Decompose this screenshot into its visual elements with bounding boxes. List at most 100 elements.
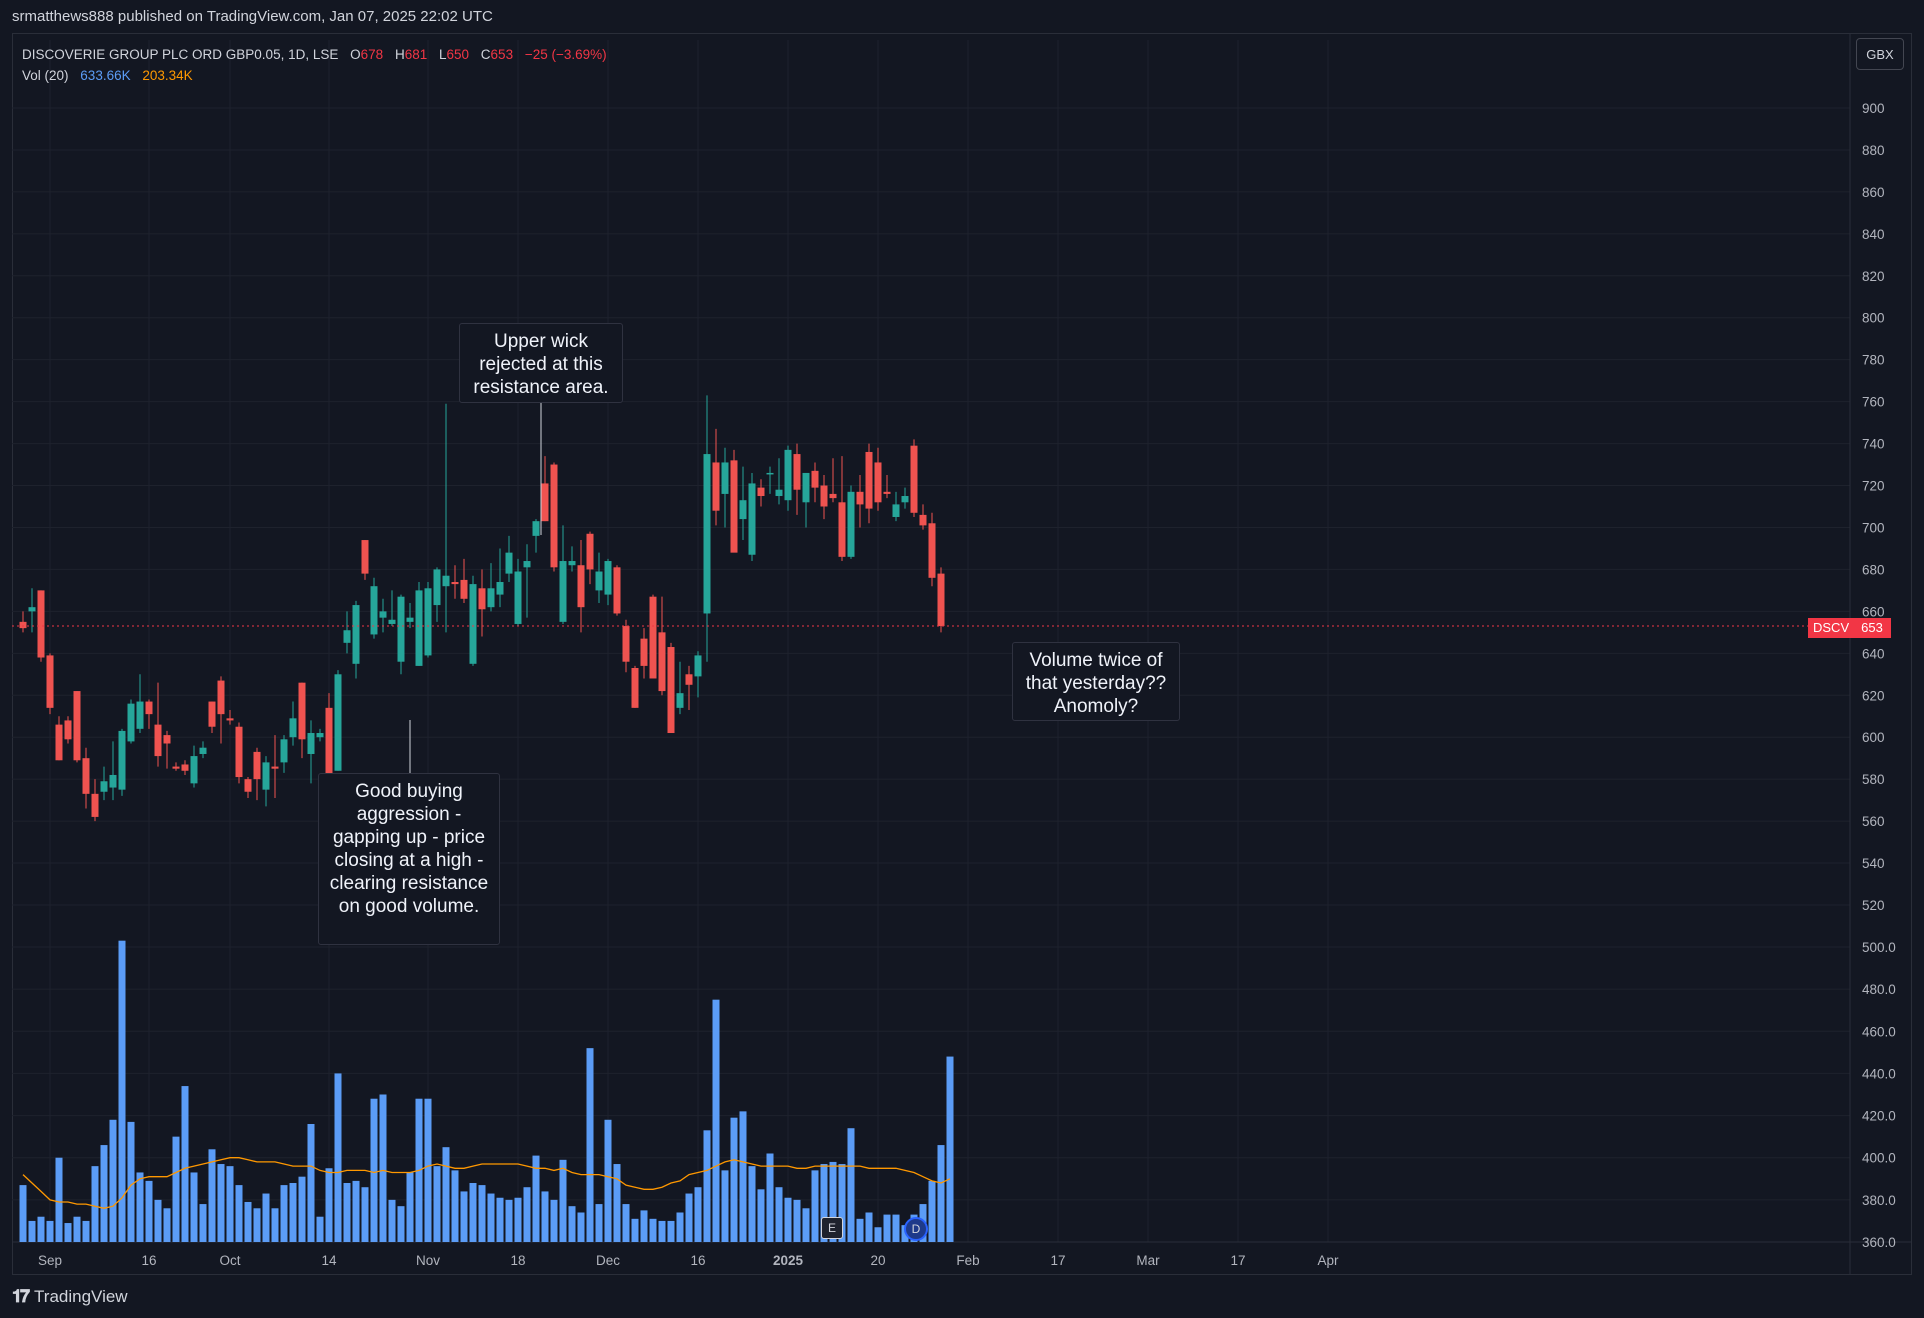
- time-tick-label: 14: [321, 1253, 337, 1268]
- volume-bar: [505, 1199, 513, 1242]
- volume-bar: [478, 1185, 486, 1242]
- price-tick-label: 800: [1862, 311, 1885, 326]
- volume-bar: [370, 1098, 378, 1242]
- volume-bar: [793, 1199, 801, 1242]
- candle-up: [604, 561, 612, 595]
- price-tick-label: 860: [1862, 185, 1885, 200]
- candle-up: [370, 586, 378, 635]
- volume-indicator-label[interactable]: Vol (20): [22, 68, 69, 83]
- volume-bar: [433, 1166, 441, 1242]
- volume-bar: [244, 1201, 252, 1242]
- candle-up: [109, 774, 117, 788]
- volume-bar: [289, 1183, 297, 1242]
- volume-tick-label: 400.0: [1862, 1151, 1896, 1166]
- candle-up: [703, 454, 711, 614]
- close-value: 653: [490, 47, 514, 62]
- tradingview-brand: TradingView: [34, 1286, 128, 1306]
- volume-bar: [685, 1193, 693, 1242]
- time-tick-label: 16: [690, 1253, 705, 1268]
- volume-bar: [379, 1094, 387, 1242]
- price-tick-label: 620: [1862, 688, 1885, 703]
- candle-up: [397, 596, 405, 662]
- currency-unit-button[interactable]: GBX: [1856, 38, 1904, 70]
- symbol-description[interactable]: DISCOVERIE GROUP PLC ORD GBP0.05, 1D, LS…: [22, 47, 339, 62]
- candle-up: [415, 590, 423, 666]
- volume-bar: [145, 1180, 153, 1242]
- candle-up: [262, 762, 270, 790]
- volume-bar: [280, 1185, 288, 1242]
- candle-up: [739, 500, 747, 520]
- volume-bar: [388, 1199, 396, 1242]
- open-label: O: [350, 47, 361, 62]
- earnings-marker-icon[interactable]: E: [821, 1217, 843, 1239]
- candle-up: [496, 582, 504, 595]
- volume-bar: [154, 1199, 162, 1242]
- candle-down: [82, 758, 90, 794]
- volume-tick-label: 360.0: [1862, 1235, 1896, 1250]
- tradingview-logo[interactable]: 𝟏𝟕 TradingView: [12, 1286, 128, 1307]
- volume-bar: [523, 1187, 531, 1242]
- volume-axis: 500.0 480.0 460.0 440.0 420.0 400.0 380.0 360.0: [1862, 940, 1896, 1250]
- candle-down: [478, 588, 486, 610]
- open-value: 678: [360, 47, 384, 62]
- candle-down: [361, 540, 369, 574]
- volume-ma-value: 203.34K: [142, 68, 193, 83]
- price-tick-label: 740: [1862, 437, 1885, 452]
- candle-up: [406, 617, 414, 622]
- volume-bar: [460, 1191, 468, 1242]
- volume-tick-label: 500.0: [1862, 940, 1896, 955]
- candle-down: [154, 724, 162, 757]
- published-by-text: srmatthews888 published on TradingView.c…: [12, 8, 493, 25]
- volume-bar: [28, 1220, 36, 1242]
- volume-bar: [46, 1220, 54, 1242]
- volume-tick-label: 420.0: [1862, 1109, 1896, 1124]
- price-axis: 900 880 860 840 820 800 780 760 740 720 700 680 660 6…: [1862, 101, 1885, 913]
- price-tick-label: 700: [1862, 520, 1885, 535]
- price-tick-label: 900: [1862, 101, 1885, 116]
- chart-frame: [12, 33, 1912, 1275]
- candle-down: [163, 735, 171, 744]
- volume-bar: [829, 1161, 837, 1242]
- candle-up: [892, 504, 900, 517]
- volume-tick-label: 480.0: [1862, 982, 1896, 997]
- candle-down: [91, 793, 99, 817]
- dividend-marker-icon[interactable]: D: [904, 1217, 928, 1241]
- candle-down: [64, 720, 72, 740]
- candle-down: [856, 491, 864, 505]
- volume-bar: [856, 1218, 864, 1242]
- volume-bar: [928, 1180, 936, 1242]
- volume-bar: [703, 1130, 711, 1242]
- time-tick-label: 17: [1230, 1253, 1245, 1268]
- candle-down: [865, 451, 873, 509]
- volume-bar: [820, 1164, 828, 1242]
- time-tick-label: 20: [870, 1253, 885, 1268]
- annotation-upper-wick[interactable]: Upper wick rejected at this resistance a…: [459, 323, 623, 403]
- candle-down: [667, 647, 675, 734]
- chart-legend: DISCOVERIE GROUP PLC ORD GBP0.05, 1D, LS…: [22, 44, 607, 86]
- candle-down: [73, 691, 81, 761]
- candle-up: [784, 449, 792, 501]
- volume-bar: [766, 1153, 774, 1242]
- volume-bar: [667, 1220, 675, 1242]
- volume-bar: [640, 1210, 648, 1242]
- candle-down: [541, 483, 549, 522]
- chart-grid: [12, 33, 1912, 1275]
- volume-bar: [676, 1212, 684, 1242]
- volume-bar: [487, 1193, 495, 1242]
- time-tick-label: 18: [510, 1253, 525, 1268]
- volume-value: 633.66K: [80, 68, 131, 83]
- candle-down: [253, 751, 261, 780]
- volume-bar: [181, 1086, 189, 1242]
- volume-bar: [811, 1170, 819, 1242]
- candle-down: [685, 674, 693, 685]
- volume-bar: [451, 1170, 459, 1242]
- volume-bar: [307, 1124, 315, 1242]
- volume-bar: [343, 1183, 351, 1242]
- price-tick-label: 780: [1862, 353, 1885, 368]
- low-label: L: [438, 47, 447, 62]
- time-tick-label: 16: [141, 1253, 156, 1268]
- annotation-volume-anomaly[interactable]: Volume twice of that yesterday?? Anomoly…: [1012, 642, 1180, 721]
- price-candles: [19, 395, 945, 822]
- annotation-buying-aggression[interactable]: Good buying aggression - gapping up - pr…: [318, 773, 500, 945]
